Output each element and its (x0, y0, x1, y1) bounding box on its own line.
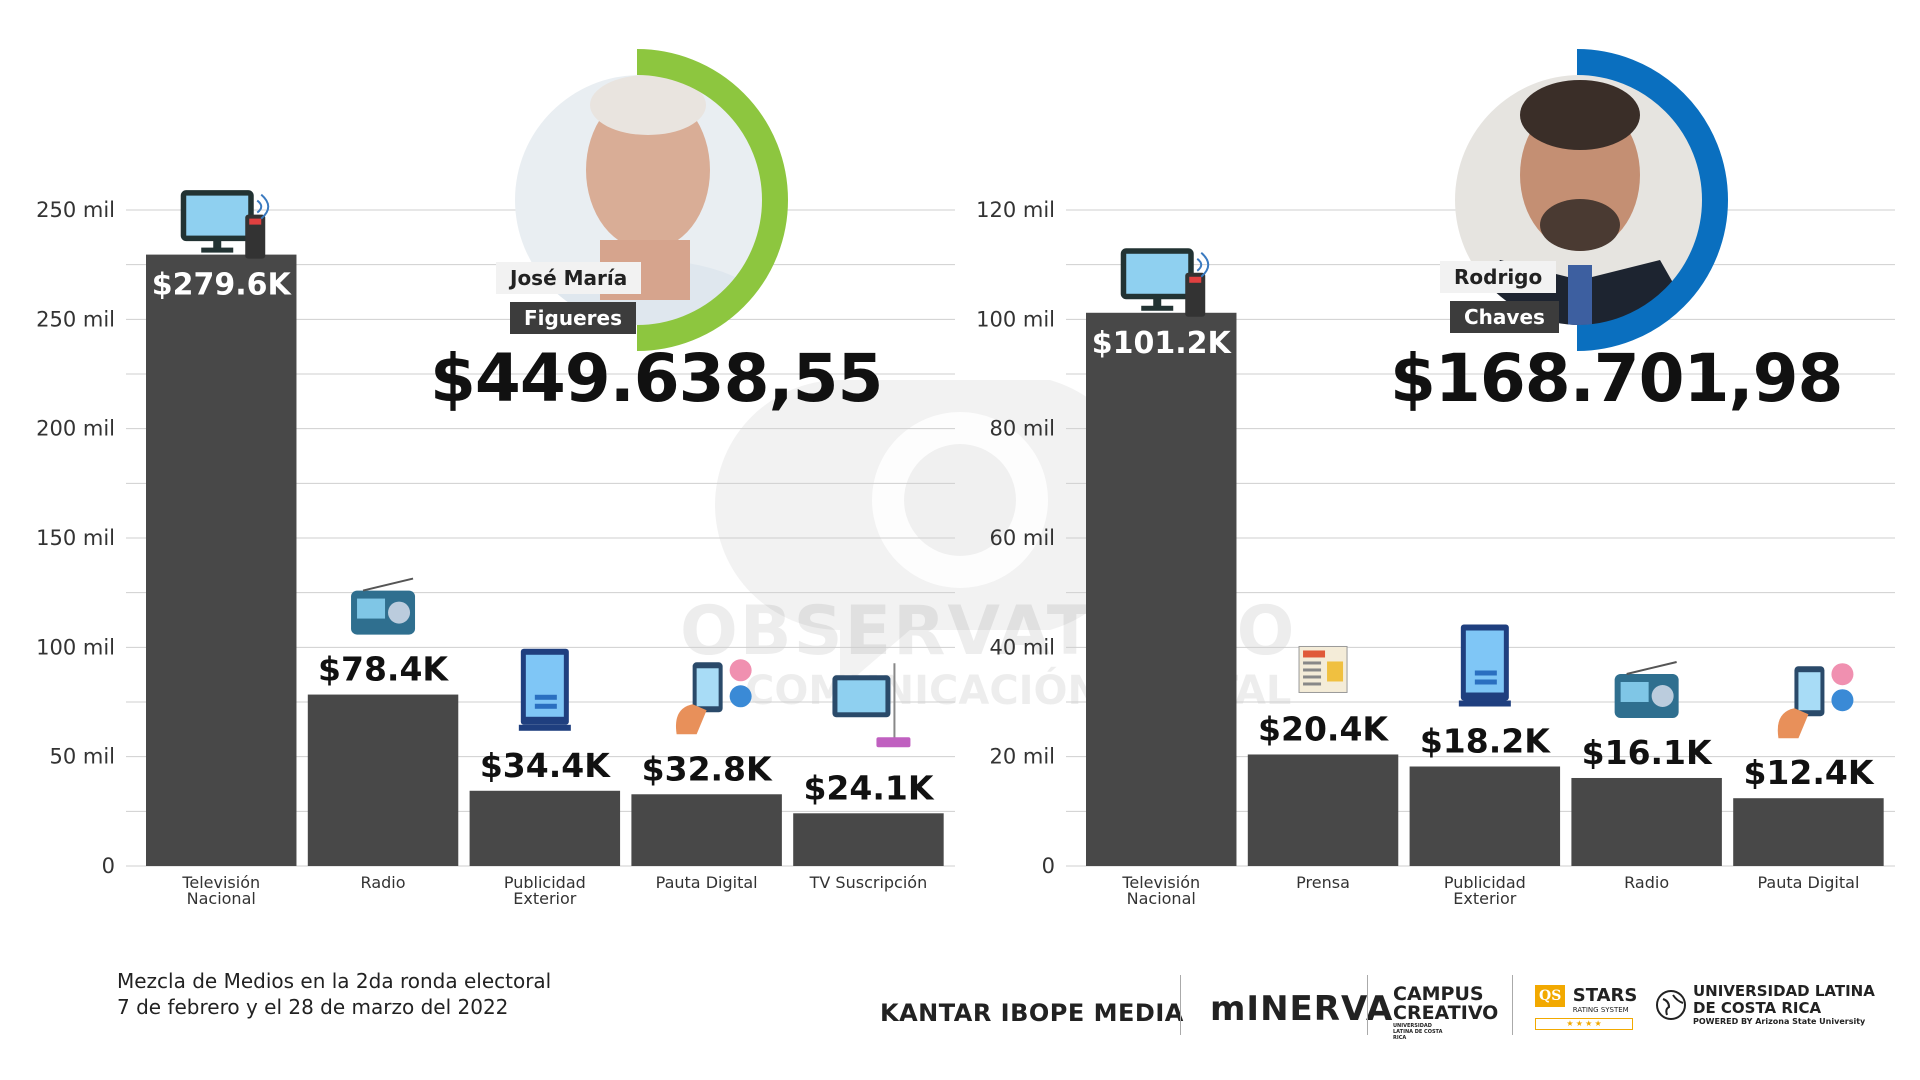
bar-value-label: $24.1K (803, 768, 934, 807)
billboard-icon (1458, 624, 1511, 707)
ulatina-line-1: UNIVERSIDAD LATINA (1693, 982, 1875, 1000)
minerva-logo-text: mINERVA (1210, 989, 1394, 1029)
x-category-label: Exterior (1453, 889, 1517, 908)
chart-chaves: 0 20 mil 40 mil 60 mil 80 mil 100 mil 120 mil $… (976, 198, 1895, 908)
campus-line-1: CAMPUS (1393, 983, 1484, 1005)
bar (1086, 312, 1237, 867)
chart-panel-chaves: 0 20 mil 40 mil 60 mil 80 mil 100 mil 120 mil $… (940, 0, 1900, 1080)
qs-badge: QS (1535, 985, 1566, 1007)
bar (1247, 754, 1399, 866)
y-tick-label: 0 (1042, 854, 1055, 878)
logo-separator (1512, 975, 1513, 1035)
y-tick-label: 80 mil (989, 417, 1055, 441)
y-tick-label: 60 mil (989, 526, 1055, 550)
bar (469, 790, 621, 866)
candidate-last-name: Figueres (510, 302, 636, 334)
y-tick-label: 250 mil (36, 307, 115, 331)
radio-icon (1614, 661, 1679, 718)
y-tick-label: 0 (102, 854, 115, 878)
x-category-label: Televisión (1121, 873, 1200, 892)
y-tick-label: 40 mil (989, 635, 1055, 659)
bar-value-label: $16.1K (1582, 733, 1713, 772)
candidate-last-name: Chaves (1450, 301, 1559, 333)
x-category-label: Prensa (1296, 873, 1350, 892)
campus-creativo-logo: CAMPUS CREATIVO UNIVERSIDAD LATINA DE CO… (1393, 983, 1499, 1042)
kantar-logo-text: KANTAR IBOPE MEDIA (880, 999, 1184, 1027)
x-category-label: Televisión (181, 873, 260, 892)
bar (631, 794, 782, 866)
qs-stars-logo: QS STARS RATING SYSTEM ★ ★ ★ ★ (1535, 985, 1637, 1030)
chart-panel-figueres: 0 50 mil 100 mil 150 mil 200 mil 250 mil 250 m… (36, 49, 955, 908)
x-category-label: Pauta Digital (1757, 873, 1859, 892)
minerva-logo: mINERVA (1210, 989, 1393, 1029)
y-tick-label: 150 mil (36, 526, 115, 550)
tv-router-icon (832, 663, 911, 748)
x-category-label: Pauta Digital (656, 873, 758, 892)
digital-ad-icon (1777, 663, 1854, 739)
chart-caption: Mezcla de Medios en la 2da ronda elector… (117, 968, 551, 1020)
candidate-total-spend: $168.701,98 (1390, 340, 1843, 417)
bar-value-label: $78.4K (318, 650, 449, 689)
stars-text: STARS (1572, 985, 1638, 1006)
x-category-label: Radio (361, 873, 406, 892)
y-tick-label: 50 mil (49, 745, 115, 769)
x-category-label: Exterior (513, 889, 577, 908)
candidate-first-name: José María (496, 262, 642, 294)
bar-value-label: $12.4K (1743, 753, 1874, 792)
bar (1571, 777, 1722, 866)
candidate-total-spend: $449.638,55 (430, 340, 883, 417)
y-tick-label: 200 mil (36, 417, 115, 441)
x-category-label: Radio (1624, 873, 1669, 892)
y-tick-label: 20 mil (989, 745, 1055, 769)
billboard-icon (518, 648, 571, 731)
y-tick-label: 120 mil (976, 198, 1055, 222)
radio-icon (351, 577, 416, 635)
newspaper-icon (1298, 645, 1348, 693)
globe-icon (1656, 990, 1686, 1020)
y-tick-label: 100 mil (36, 635, 115, 659)
bar-value-label: $20.4K (1258, 709, 1389, 748)
bar (146, 254, 297, 866)
bar-value-label: $34.4K (480, 746, 611, 785)
campus-small-text: UNIVERSIDAD LATINA DE COSTA RICA (1393, 1023, 1443, 1041)
x-category-label: Nacional (187, 889, 256, 908)
stars-subtext: RATING SYSTEM (1572, 1006, 1629, 1014)
bar (307, 694, 459, 866)
logo-separator (1180, 975, 1181, 1035)
bar (1409, 766, 1561, 866)
digital-ad-icon (675, 659, 752, 735)
campus-line-2: CREATIVO (1393, 1002, 1499, 1024)
kantar-logo: KANTAR IBOPE MEDIA (880, 999, 1184, 1027)
chart-figueres: 0 50 mil 100 mil 150 mil 200 mil 250 mil 250 m… (36, 190, 955, 908)
bar-value-label: $279.6K (152, 268, 293, 303)
ulatina-line-2: DE COSTA RICA (1693, 999, 1822, 1017)
bar-value-label: $101.2K (1092, 326, 1233, 361)
caption-line-1: Mezcla de Medios en la 2da ronda elector… (117, 969, 552, 993)
y-tick-label: 250 mil (36, 198, 115, 222)
y-tick-label: 100 mil (976, 307, 1055, 331)
x-category-label: Publicidad (1444, 873, 1526, 892)
tv-remote-icon (180, 190, 270, 259)
stars-rating-bar: ★ ★ ★ ★ (1535, 1018, 1633, 1030)
bar-value-label: $32.8K (642, 749, 773, 788)
logo-separator (1367, 975, 1368, 1035)
candidate-first-name: Rodrigo (1440, 261, 1557, 293)
caption-line-2: 7 de febrero y el 28 de marzo del 2022 (117, 995, 509, 1019)
ulatina-subtext: POWERED BY Arizona State University (1693, 1017, 1866, 1026)
x-category-label: TV Suscripción (809, 873, 928, 892)
bar (1733, 798, 1884, 866)
bar (793, 813, 944, 866)
x-category-label: Nacional (1127, 889, 1196, 908)
x-category-label: Publicidad (504, 873, 586, 892)
bar-value-label: $18.2K (1420, 722, 1551, 761)
tv-remote-icon (1120, 248, 1210, 317)
